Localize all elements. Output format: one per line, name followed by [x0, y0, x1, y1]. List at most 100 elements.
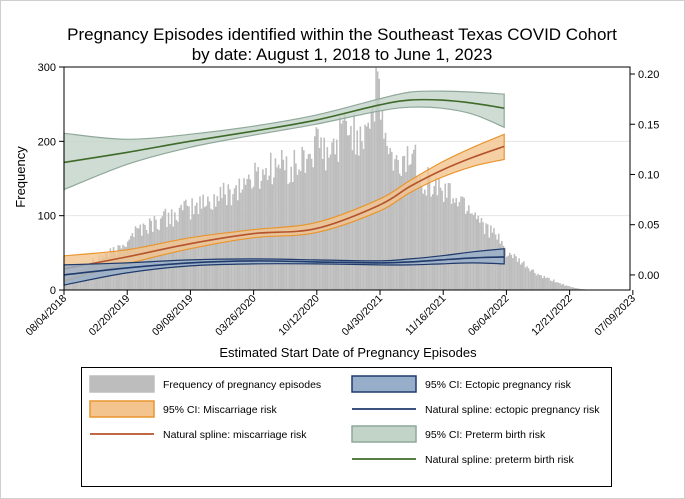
- histogram-bar: [568, 286, 571, 290]
- histogram-bar: [466, 211, 469, 290]
- histogram-bar: [323, 137, 325, 290]
- histogram-bar: [447, 182, 450, 290]
- histogram-bar: [293, 149, 296, 290]
- histogram-bar: [211, 209, 214, 290]
- histogram-bar: [534, 273, 536, 290]
- histogram-bar: [414, 144, 417, 290]
- histogram-bar: [203, 207, 206, 290]
- histogram-bar: [422, 193, 425, 290]
- histogram-bar: [574, 287, 577, 290]
- histogram-bar: [175, 219, 178, 290]
- histogram-bar: [571, 287, 574, 290]
- histogram-bar: [376, 71, 379, 290]
- histogram-bar: [546, 277, 549, 290]
- histogram-bar: [516, 261, 519, 290]
- histogram-bar: [502, 245, 505, 290]
- histogram-bar: [444, 183, 447, 290]
- histogram-bar: [358, 155, 360, 290]
- histogram-bar: [258, 188, 261, 290]
- histogram-bar: [218, 200, 220, 290]
- legend-label-line_misc: Natural spline: miscarriage risk: [163, 429, 307, 441]
- histogram-bar: [563, 285, 566, 290]
- histogram-bar: [458, 201, 461, 290]
- histogram-bar: [225, 205, 228, 290]
- histogram-bar: [461, 196, 464, 290]
- histogram-bar: [556, 282, 558, 290]
- y-right-tick-label-0: 0.00: [638, 270, 659, 282]
- histogram-bar: [251, 188, 253, 290]
- legend-key-ci_preterm: [351, 425, 417, 443]
- histogram-bar: [200, 208, 203, 290]
- histogram-bar: [508, 252, 511, 290]
- legend-label-line_ectopic: Natural spline: ectopic pregnancy risk: [425, 404, 600, 416]
- histogram-bar: [354, 154, 357, 290]
- histogram-bar: [416, 176, 418, 290]
- legend: Frequency of pregnancy episodes 95% CI: E…: [81, 367, 612, 487]
- histogram-bar: [408, 165, 410, 290]
- histogram-bar: [501, 241, 503, 290]
- histogram-bar: [269, 152, 272, 290]
- histogram-bar: [541, 278, 544, 290]
- histogram-bar: [545, 277, 547, 290]
- histogram-bar: [271, 184, 274, 290]
- histogram-bar: [435, 177, 437, 290]
- histogram-bar: [518, 258, 520, 290]
- histogram-bar: [428, 174, 431, 290]
- histogram-bar: [535, 275, 538, 290]
- histogram-bar: [552, 279, 555, 290]
- legend-key-hist: [89, 375, 155, 393]
- histogram-bar: [287, 184, 289, 290]
- histogram-bar: [442, 201, 445, 290]
- histogram-bar: [350, 125, 352, 290]
- histogram-bar: [543, 276, 546, 290]
- histogram-bar: [413, 149, 415, 290]
- x-axis-label: Estimated Start Date of Pregnancy Episod…: [219, 345, 477, 360]
- histogram-bar: [405, 171, 407, 290]
- histogram-bar: [532, 269, 535, 290]
- histogram-bar: [197, 214, 200, 290]
- histogram-bar: [507, 255, 509, 290]
- histogram-bar: [559, 283, 561, 290]
- histogram-bar: [285, 156, 288, 290]
- histogram-bar: [512, 258, 514, 290]
- histogram-bar: [573, 287, 575, 290]
- histogram-bar: [318, 148, 321, 290]
- histogram-bar: [548, 277, 550, 290]
- chart-title-line-2: by date: August 1, 2018 to June 1, 2023: [192, 45, 493, 64]
- histogram-bar: [562, 283, 564, 290]
- histogram-bar: [578, 288, 580, 290]
- histogram-bar: [464, 213, 467, 290]
- histogram-bar: [172, 226, 175, 290]
- histogram-bar: [397, 160, 399, 290]
- histogram-bar: [499, 243, 502, 290]
- histogram-bar: [450, 203, 453, 290]
- histogram-bar: [370, 108, 373, 290]
- histogram-bar: [441, 190, 443, 290]
- histogram-bar: [335, 139, 338, 290]
- histogram-bar: [430, 196, 432, 290]
- histogram-bar: [145, 230, 148, 290]
- histogram-bar: [340, 123, 343, 290]
- y-right-tick-label-4: 0.20: [638, 69, 659, 81]
- histogram-bar: [362, 148, 365, 290]
- histogram-bar: [166, 226, 168, 290]
- histogram-bar: [419, 176, 421, 290]
- histogram-bar: [317, 128, 319, 290]
- plot-frame: [63, 66, 631, 291]
- histogram-bar: [214, 206, 217, 290]
- histogram-bar: [389, 148, 392, 290]
- histogram-bar: [221, 198, 223, 290]
- histogram-bar: [315, 127, 318, 290]
- histogram-bar: [274, 158, 277, 290]
- histogram-bar: [254, 162, 256, 290]
- histogram-bar: [375, 67, 377, 290]
- histogram-bar: [301, 146, 303, 290]
- histogram-bar: [457, 206, 459, 290]
- histogram-bar: [560, 284, 563, 290]
- y-right-tick-label-3: 0.15: [638, 119, 659, 131]
- histogram-bar: [372, 104, 374, 291]
- histogram-bar: [453, 202, 456, 290]
- histogram-bar: [505, 256, 508, 290]
- histogram-bar: [538, 274, 541, 290]
